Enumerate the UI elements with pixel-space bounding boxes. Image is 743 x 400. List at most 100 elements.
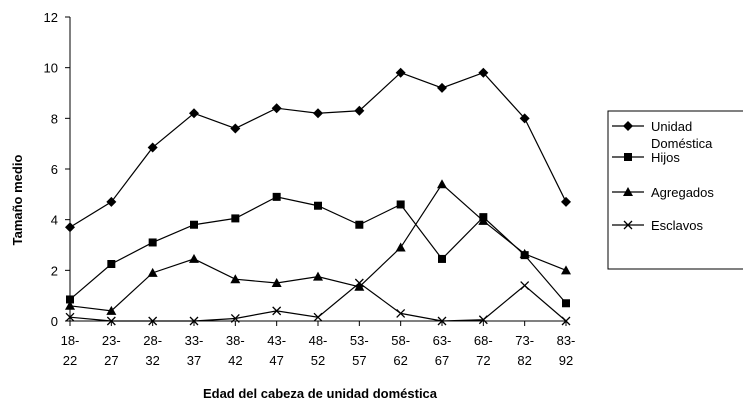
- x-tick-label: 92: [559, 353, 573, 368]
- data-point: [437, 316, 447, 326]
- x-tick-label: 52: [311, 353, 325, 368]
- data-point: [561, 265, 571, 275]
- data-point: [106, 196, 117, 207]
- x-tick-label: 72: [476, 353, 490, 368]
- data-point: [272, 192, 281, 201]
- data-point: [65, 312, 75, 322]
- x-tick-label: 83-: [557, 333, 576, 348]
- data-point: [313, 108, 323, 119]
- legend-label: Agregados: [651, 185, 714, 200]
- data-point: [519, 248, 530, 258]
- data-point: [65, 222, 75, 233]
- x-tick-label: 68-: [474, 333, 493, 348]
- legend-item: Esclavos: [612, 218, 704, 233]
- data-point: [189, 316, 199, 326]
- data-point: [65, 300, 75, 310]
- data-point: [148, 238, 157, 247]
- legend-box: [607, 110, 743, 270]
- x-tick-label: 37: [187, 353, 201, 368]
- data-point: [561, 196, 571, 207]
- x-tick-label: 27: [104, 353, 118, 368]
- legend-marker: [623, 187, 633, 196]
- x-tick-label: 38-: [226, 333, 245, 348]
- data-point: [189, 108, 199, 119]
- x-tick-label: 43-: [267, 333, 286, 348]
- x-tick-label: 82: [517, 353, 531, 368]
- data-point: [231, 214, 240, 223]
- legend-label: Hijos: [651, 150, 680, 165]
- x-tick-label: 73-: [515, 333, 534, 348]
- data-point: [66, 295, 74, 304]
- legend-marker: [623, 220, 633, 230]
- x-tick-label: 67: [435, 353, 449, 368]
- chart-axes: 0 2 4 6 8 10 12 18- 22 23- 27 28- 32 33- 37 38- 42 43- 47…: [44, 10, 576, 368]
- data-point: [106, 316, 116, 326]
- data-point: [148, 316, 158, 326]
- data-point: [478, 215, 489, 225]
- data-point: [354, 281, 365, 291]
- y-tick-label: 8: [51, 111, 58, 126]
- x-tick-label: 42: [228, 353, 242, 368]
- data-point: [519, 113, 530, 124]
- series-triangle: [65, 179, 571, 315]
- series-x: [65, 278, 571, 326]
- data-point: [437, 82, 447, 93]
- data-point: [478, 67, 489, 78]
- data-point: [147, 142, 158, 153]
- data-point: [230, 274, 241, 284]
- x-tick-label: 48-: [309, 333, 328, 348]
- legend-item: Hijos: [612, 150, 680, 165]
- x-tick-label: 53-: [350, 333, 369, 348]
- x-axis-ticks: 18- 22 23- 27 28- 32 33- 37 38- 42 43- 47 48- 52 53- 57…: [61, 321, 576, 368]
- series-line: [69, 282, 567, 322]
- data-point: [561, 316, 571, 326]
- x-tick-label: 57: [352, 353, 366, 368]
- y-tick-label: 12: [44, 10, 58, 25]
- legend-item: Unidad Doméstica: [612, 119, 713, 151]
- data-point: [106, 305, 117, 315]
- data-point: [230, 314, 240, 323]
- y-tick-label: 6: [51, 162, 58, 177]
- x-tick-label: 23-: [102, 333, 121, 348]
- data-point: [313, 312, 323, 322]
- data-point: [190, 220, 198, 229]
- y-axis-ticks: 0 2 4 6 8 10 12: [44, 10, 70, 329]
- data-point: [314, 201, 322, 210]
- x-tick-label: 62: [393, 353, 407, 368]
- x-axis-title: Edad del cabeza de unidad doméstica: [203, 386, 438, 400]
- legend-label: Doméstica: [651, 136, 713, 151]
- y-tick-label: 0: [51, 314, 58, 329]
- legend-label: Esclavos: [651, 218, 704, 233]
- x-tick-label: 18-: [61, 333, 80, 348]
- y-tick-label: 10: [44, 61, 58, 76]
- data-point: [438, 254, 446, 263]
- data-point: [437, 179, 447, 189]
- x-tick-label: 28-: [143, 333, 162, 348]
- y-axis-title: Tamaño medio: [10, 155, 25, 246]
- series-layer: [65, 67, 571, 326]
- data-point: [355, 220, 364, 229]
- data-point: [147, 267, 158, 277]
- data-point: [272, 306, 282, 316]
- data-point: [395, 242, 406, 252]
- x-tick-label: 63-: [433, 333, 452, 348]
- data-point: [478, 315, 488, 325]
- x-tick-label: 33-: [185, 333, 204, 348]
- x-tick-label: 22: [63, 353, 77, 368]
- legend-item: Agregados: [612, 185, 714, 200]
- data-point: [562, 299, 570, 308]
- series-square: [66, 192, 570, 308]
- data-point: [354, 278, 364, 288]
- data-point: [396, 308, 406, 318]
- y-tick-label: 4: [51, 213, 58, 228]
- x-tick-label: 58-: [391, 333, 410, 348]
- data-point: [271, 103, 282, 114]
- series-diamond: [65, 67, 571, 233]
- data-point: [313, 271, 323, 281]
- legend-label: Unidad: [651, 119, 692, 134]
- legend-marker: [624, 153, 632, 161]
- legend-marker: [623, 121, 633, 131]
- data-point: [271, 278, 282, 287]
